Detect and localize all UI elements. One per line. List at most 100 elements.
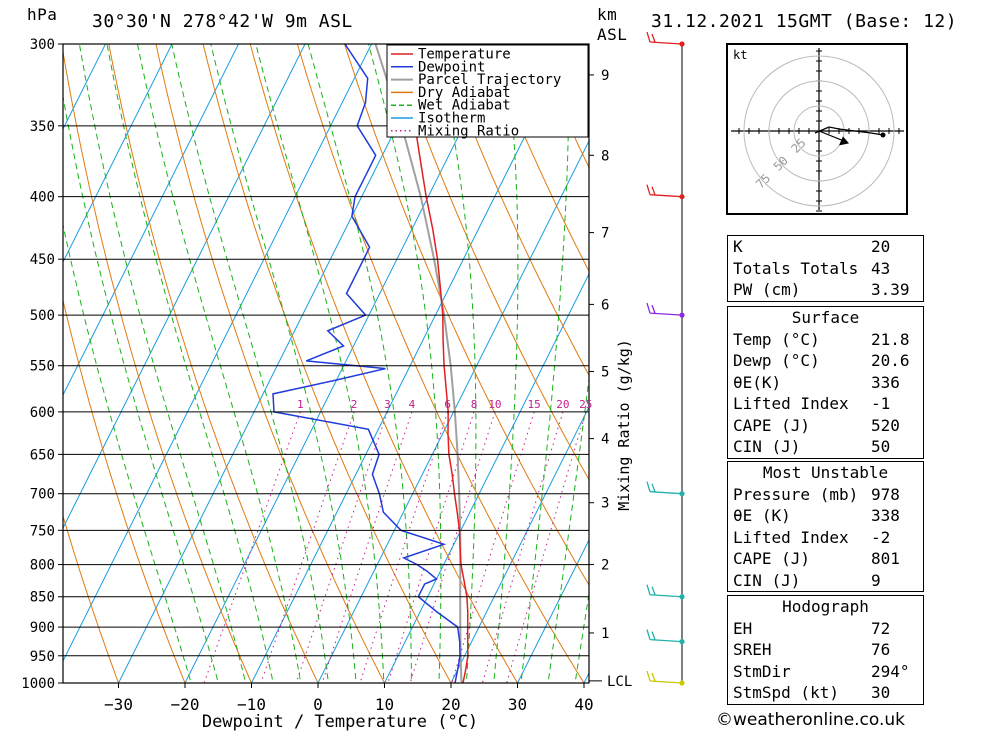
height-tick-label: 5 [601,364,609,380]
index-key: Totals Totals [727,257,866,279]
section-title: Most Unstable [727,461,924,484]
isotherm-line [63,44,306,530]
isotherm-line [0,0,21,709]
wind-barb [646,184,683,198]
dry-adiabat-line [438,44,589,377]
index-value: 801 [866,548,924,570]
wind-barb [646,670,683,684]
dry-adiabat-line [202,44,452,683]
pressure-tick-label: 350 [30,119,55,135]
height-tick-label: 9 [601,68,609,84]
index-value: 294° [866,660,924,682]
height-tick-label: 8 [601,148,609,164]
index-value: 72 [866,617,924,639]
wet-adiabat-line [520,44,570,683]
mixing-ratio-value-label: 6 [444,398,451,411]
wet-adiabat-line [78,44,247,683]
index-key: EH [727,617,866,639]
height-tick-label: 2 [601,558,609,574]
hodograph-panel: kt 25 50 75 [726,43,908,215]
height-tick-label: 3 [601,496,609,512]
table-row: StmSpd (kt) 30 [727,682,924,705]
table-row: θE(K) 336 [727,371,924,393]
hodograph-unit-label: kt [733,48,747,62]
index-value: 9 [866,569,924,592]
index-value: -1 [866,393,924,415]
index-key: StmSpd (kt) [727,682,866,705]
temperature-tick-label: −10 [237,695,266,714]
legend-label: Parcel Trajectory [418,72,561,88]
table-section-header: Surface [727,306,924,329]
dry-adiabat-line [980,7,1000,709]
datetime-title: 31.12.2021 15GMT (Base: 12) [651,11,958,32]
dry-adiabat-line [108,44,319,683]
mixing-ratio-value-label: 2 [351,398,358,411]
height-unit-km: km [597,5,618,24]
index-value: 20.6 [866,350,924,372]
table-row: Pressure (mb) 978 [727,483,924,505]
table-row: PW (cm) 3.39 [727,279,924,302]
isotherm-line [63,44,173,264]
table-row: CIN (J) 9 [727,569,924,592]
dewpoint-line [272,44,461,683]
dry-adiabat-line [249,44,519,683]
hodograph-table: Hodograph EH 72 SREH 76 StmDir 294° StmSpd (kt)… [727,595,924,705]
mixing-ratio-value-label: 1 [297,398,304,411]
location-title: 30°30'N 278°42'W 9m ASL [92,11,353,32]
hodograph-trace [814,126,884,136]
index-key: StmDir [727,660,866,682]
index-value: 3.39 [866,279,924,302]
mixing-ratio-line [451,411,535,683]
plot-frame [62,43,590,684]
pressure-tick-label: 500 [30,308,55,324]
height-tick-label: 6 [601,297,609,313]
height-tick-label: 4 [601,432,609,448]
wet-adiabat-line [255,44,385,683]
index-key: CAPE (J) [727,414,866,436]
mixing-ratio-line [203,411,301,683]
table-row: Lifted Index -1 [727,393,924,415]
dry-adiabat-line [343,44,589,586]
pressure-tick-label: 650 [30,447,55,463]
index-key: Pressure (mb) [727,483,866,505]
index-value: -2 [866,526,924,548]
index-key: CIN (J) [727,569,866,592]
pressure-tick-label: 450 [30,252,55,268]
index-key: Dewp (°C) [727,350,866,372]
dry-adiabat-line [63,298,186,683]
isotherm-line [383,272,589,683]
index-value: 20 [866,235,924,258]
table-row: Temp (°C) 21.8 [727,328,924,350]
legend-label: Temperature [418,47,511,63]
parcel-trajectory-line [374,44,464,683]
index-value: 520 [866,414,924,436]
mixing-ratio-value-label: 3 [384,398,391,411]
pressure-tick-label: 800 [30,558,55,574]
table-row: EH 72 [727,617,924,639]
temperature-tick-label: 30 [508,695,527,714]
dry-adiabat-line [485,44,589,273]
wet-adiabat-line [547,375,589,683]
wet-adiabat-line [106,44,274,683]
table-row: CAPE (J) 801 [727,548,924,570]
wet-adiabat-line [367,44,442,683]
isotherm-line [317,139,589,683]
isotherm-line [63,44,107,131]
temperature-tick-label: 0 [313,695,323,714]
table-section-header: Hodograph [727,595,924,618]
table-row: K 20 [727,235,924,258]
pressure-tick-label: 300 [30,37,55,53]
index-key: PW (cm) [727,279,866,302]
wet-adiabat-line [63,93,219,683]
wet-adiabat-line [574,590,589,683]
index-value: 338 [866,505,924,527]
legend-label: Isotherm [418,111,485,127]
dry-adiabat-line [391,44,589,481]
index-key: Temp (°C) [727,328,866,350]
index-key: SREH [727,639,866,661]
table-row: θE (K) 338 [727,505,924,527]
wind-barb [646,302,683,316]
section-title: Hodograph [727,595,924,618]
temperature-tick-label: 10 [375,695,394,714]
